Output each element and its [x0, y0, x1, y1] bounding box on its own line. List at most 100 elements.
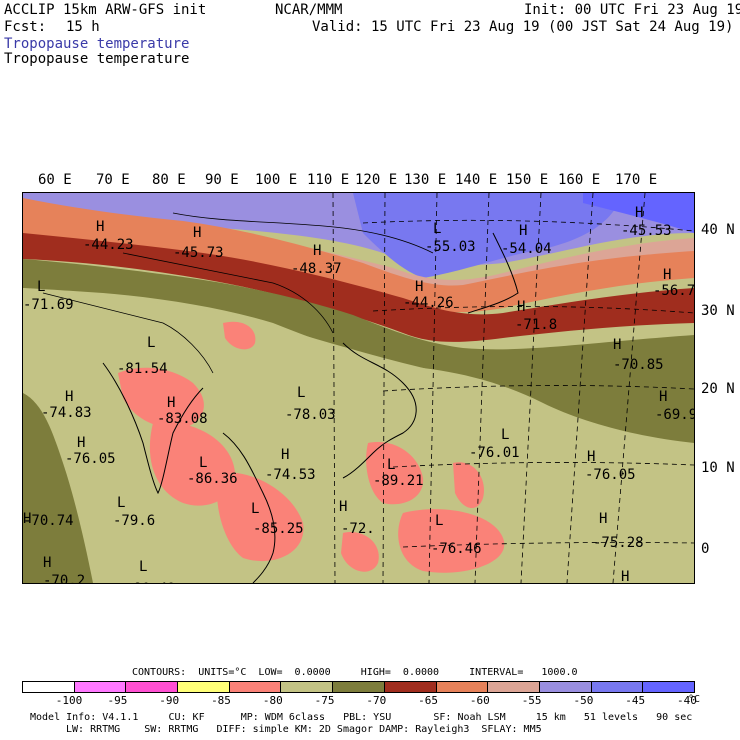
- temperature-value-label: -80.49: [125, 581, 176, 583]
- longitude-label: 110 E: [307, 172, 350, 188]
- colorbar-tick-label: -80: [262, 694, 283, 707]
- longitude-label: 130 E: [404, 172, 447, 188]
- colorbar-tick-label: -40: [677, 694, 697, 707]
- colorbar-unit: °C: [688, 694, 701, 705]
- colorbar-tick-label: -75: [314, 694, 335, 707]
- pressure-center-symbol: H: [415, 279, 423, 295]
- coastline-india: [102, 362, 204, 495]
- pressure-center-symbol: L: [147, 335, 155, 351]
- pressure-center-symbol: H: [519, 223, 527, 239]
- border-line-1: [122, 252, 334, 334]
- pressure-center-symbol: H: [635, 205, 643, 221]
- temperature-value-label: -74.83: [41, 405, 92, 421]
- colorbar-swatch: [384, 682, 437, 692]
- colorbar-swatch: [281, 682, 334, 692]
- forecast-label: Fcst:: [4, 19, 47, 35]
- temperature-value-label: -72.: [341, 521, 375, 537]
- colorbar-tick-label: -70: [366, 694, 387, 707]
- colorbar-swatch: [229, 682, 282, 692]
- longitude-gridlines: [332, 192, 646, 584]
- temperature-value-label: -85.25: [253, 521, 304, 537]
- colorbar-tick-label: -95: [107, 694, 128, 707]
- colorbar-tick-label: -55: [521, 694, 542, 707]
- pressure-center-symbol: H: [65, 389, 73, 405]
- temperature-value-label: -74.53: [265, 467, 316, 483]
- pressure-center-symbol: L: [433, 221, 441, 237]
- longitude-label: 90 E: [205, 172, 239, 188]
- band-blue: [353, 193, 623, 278]
- latitude-label: 20 N: [701, 381, 735, 397]
- longitude-label: 100 E: [255, 172, 298, 188]
- temperature-value-label: -70.2: [43, 573, 85, 583]
- colorbar-swatch: [126, 682, 179, 692]
- model-info-line2: LW: RRTMG SW: RRTMG DIFF: simple KM: 2D …: [66, 724, 542, 735]
- longitude-label: 80 E: [152, 172, 186, 188]
- temperature-value-label: -48.37: [291, 261, 342, 277]
- init-time: Init: 00 UTC Fri 23 Aug 19: [524, 2, 740, 18]
- salmon-patch-7: [223, 321, 256, 350]
- latitude-label: 0: [701, 541, 710, 557]
- longitude-label: 70 E: [96, 172, 130, 188]
- pressure-center-symbol: H: [587, 449, 595, 465]
- salmon-patch-4: [366, 442, 424, 505]
- temperature-value-label: -45.53: [621, 223, 672, 239]
- temperature-value-label: -44.23: [83, 237, 134, 253]
- pressure-center-symbol: H: [96, 219, 104, 235]
- colorbar-swatch: [591, 682, 644, 692]
- temperature-value-label: -55.03: [425, 239, 476, 255]
- pressure-center-symbol: H: [313, 243, 321, 259]
- temperature-value-label: -76.05: [65, 451, 116, 467]
- temperature-value-label: -76.05: [585, 467, 636, 483]
- latitude-label: 30 N: [701, 303, 735, 319]
- salmon-patch-1: [118, 367, 204, 429]
- longitude-label: 140 E: [455, 172, 498, 188]
- temperature-value-label: -89.21: [373, 473, 424, 489]
- longitude-label: 120 E: [355, 172, 398, 188]
- map-svg: H -44.23 H -45.73 H -48.37 L -55.03 H -54.04 H -45.…: [23, 192, 704, 601]
- field-title-secondary: Tropopause temperature: [4, 51, 190, 67]
- pressure-center-symbol: L: [387, 457, 395, 473]
- temperature-value-label: -45.73: [173, 245, 224, 261]
- coastline-indochina: [222, 432, 276, 584]
- pressure-center-symbol: L: [251, 501, 259, 517]
- temperature-value-label: -44.26: [403, 295, 454, 311]
- temperature-value-label: -70.85: [613, 357, 664, 373]
- pressure-center-symbol: H: [43, 555, 51, 571]
- pressure-center-symbol: L: [139, 559, 147, 575]
- contour-info: CONTOURS: UNITS=°C LOW= 0.0000 HIGH= 0.0…: [132, 667, 578, 678]
- olive-west: [23, 393, 93, 583]
- colorbar-tick-label: -90: [159, 694, 180, 707]
- temperature-value-label: -86.36: [187, 471, 238, 487]
- temperature-value-label: -71.69: [23, 297, 74, 313]
- pressure-center-symbol: H: [599, 511, 607, 527]
- temperature-value-label: -71.8: [515, 317, 557, 333]
- temperature-value-label: -81.54: [117, 361, 168, 377]
- colorbar-tick-label: -100: [55, 694, 83, 707]
- band-orange: [23, 198, 694, 313]
- pressure-center-symbol: H: [193, 225, 201, 241]
- organization-label: NCAR/MMM: [275, 2, 343, 18]
- colorbar-tick-label: -65: [418, 694, 439, 707]
- pressure-center-symbol: H: [663, 267, 671, 283]
- band-blue-east: [583, 193, 694, 233]
- colorbar-swatch: [643, 682, 694, 692]
- longitude-label: 60 E: [38, 172, 72, 188]
- colorbar-swatch: [23, 682, 75, 692]
- map-panel: H -44.23 H -45.73 H -48.37 L -55.03 H -54.04 H -45.…: [22, 192, 704, 601]
- longitude-label: 170 E: [615, 172, 658, 188]
- colorbar-swatch: [539, 682, 592, 692]
- pressure-center-symbol: L: [501, 427, 509, 443]
- salmon-patch-5: [398, 509, 505, 573]
- latitude-label: 10 N: [701, 460, 735, 476]
- band-khaki-inner: [23, 288, 694, 583]
- salmon-patch-3: [216, 472, 304, 562]
- salmon-patch-6: [453, 462, 484, 509]
- pressure-center-symbol: H: [621, 569, 629, 583]
- band-olive: [23, 259, 694, 443]
- pressure-center-symbol: L: [117, 495, 125, 511]
- pressure-center-symbol: L: [435, 513, 443, 529]
- pressure-center-symbol: H: [77, 435, 85, 451]
- colorbar-tick-label: -50: [573, 694, 594, 707]
- longitude-label: 160 E: [558, 172, 601, 188]
- colorbar: [22, 681, 695, 693]
